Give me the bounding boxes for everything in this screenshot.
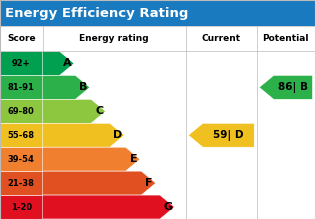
Text: B: B [79, 82, 88, 92]
Polygon shape [43, 99, 106, 123]
Bar [0, 147, 43, 171]
Polygon shape [43, 195, 175, 219]
Text: 1-20: 1-20 [11, 203, 32, 212]
Bar [0, 75, 43, 99]
Bar [0, 171, 43, 195]
Text: Energy Efficiency Rating: Energy Efficiency Rating [5, 7, 188, 20]
Text: G: G [163, 202, 172, 212]
Text: C: C [95, 106, 103, 116]
Text: Energy rating: Energy rating [79, 34, 149, 43]
Text: A: A [63, 58, 72, 68]
Text: 86| B: 86| B [278, 82, 308, 93]
Bar [0, 0, 315, 26]
Text: 55-68: 55-68 [8, 131, 35, 140]
Text: 69-80: 69-80 [8, 107, 35, 116]
Text: E: E [130, 154, 137, 164]
Polygon shape [43, 51, 74, 75]
Text: Score: Score [7, 34, 36, 43]
Polygon shape [259, 75, 312, 99]
Bar [0, 51, 43, 75]
Text: 59| D: 59| D [213, 130, 244, 141]
Bar [0, 123, 43, 147]
Text: D: D [113, 130, 122, 140]
Text: Potential: Potential [263, 34, 309, 43]
Polygon shape [43, 75, 90, 99]
Text: 21-38: 21-38 [8, 179, 35, 188]
Text: Current: Current [202, 34, 241, 43]
Polygon shape [43, 123, 124, 147]
Bar [0, 99, 43, 123]
Polygon shape [188, 123, 254, 147]
Text: F: F [146, 178, 153, 188]
Polygon shape [43, 171, 156, 195]
Bar [0, 26, 315, 51]
Polygon shape [43, 147, 140, 171]
Text: 81-91: 81-91 [8, 83, 35, 92]
Text: 39-54: 39-54 [8, 155, 35, 164]
Text: 92+: 92+ [12, 59, 31, 68]
Bar [0, 195, 43, 219]
